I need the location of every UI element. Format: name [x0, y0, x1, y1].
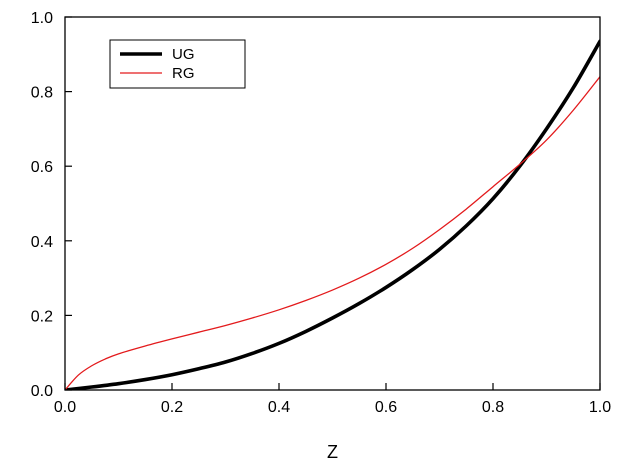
x-tick-label: 0.6 [375, 399, 397, 416]
y-tick-label: 0.8 [31, 85, 53, 102]
x-axis-title: Z [327, 442, 338, 462]
x-tick-label: 0.0 [54, 399, 76, 416]
y-tick-label: 0.4 [31, 234, 53, 251]
y-tick-label: 0.0 [31, 383, 53, 400]
y-tick-label: 0.6 [31, 159, 53, 176]
plot-lines [65, 39, 600, 390]
x-axis: 0.0 0.2 0.4 0.6 0.8 1.0 [54, 383, 611, 416]
legend-box [109, 39, 246, 89]
y-tick-label: 1.0 [31, 10, 53, 27]
plot-frame [64, 16, 601, 391]
series-line-ug [65, 39, 600, 390]
y-axis: 0.0 0.2 0.4 0.6 0.8 1.0 [31, 10, 72, 400]
y-tick-label: 0.2 [31, 308, 53, 325]
x-tick-label: 0.8 [482, 399, 504, 416]
legend-label-ug: UG [172, 46, 195, 63]
series-line-rg [65, 76, 600, 390]
x-tick-label: 1.0 [589, 399, 611, 416]
x-tick-label: 0.4 [268, 399, 290, 416]
legend-label-rg: RG [172, 65, 195, 82]
x-tick-label: 0.2 [161, 399, 183, 416]
legend: UG RG [109, 39, 246, 89]
